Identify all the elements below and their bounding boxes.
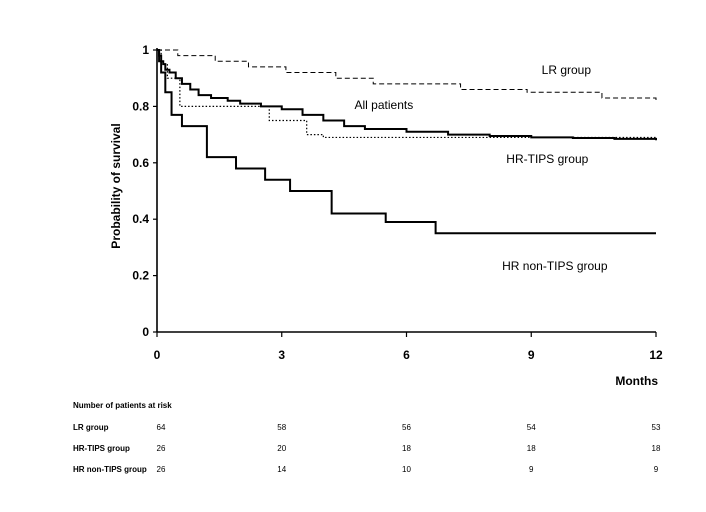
risk-row-label: HR non-TIPS group: [73, 465, 147, 474]
y-tick-label: 0: [142, 325, 149, 339]
risk-row-label: HR-TIPS group: [73, 444, 130, 453]
risk-cell: 56: [402, 423, 411, 432]
risk-cell: 58: [277, 423, 286, 432]
risk-cell: 9: [654, 465, 659, 474]
risk-cell: 64: [157, 423, 166, 432]
x-tick-label: 6: [403, 348, 410, 362]
risk-cell: 18: [527, 444, 536, 453]
series-line-hr-non-tips-group: [157, 49, 656, 235]
y-tick-label: 0.8: [132, 99, 149, 113]
risk-table-title: Number of patients at risk: [73, 401, 172, 410]
series-line-lr-group: [157, 49, 657, 101]
y-axis-label: Probability of survival: [109, 123, 123, 248]
axes: 0 0.2 0.4 0.6 0.8 1 0 3 6 9 12 Probability of survi…: [109, 43, 663, 388]
series-group: [157, 49, 657, 235]
x-tick-label: 3: [278, 348, 285, 362]
risk-cell: 54: [527, 423, 536, 432]
series-line-all-patients: [157, 49, 657, 141]
risk-cell: 9: [529, 465, 534, 474]
risk-cell: 14: [277, 465, 286, 474]
risk-row-label: LR group: [73, 423, 109, 432]
risk-cell: 20: [277, 444, 286, 453]
risk-cell: 26: [157, 465, 166, 474]
y-tick-label: 0.6: [132, 156, 149, 170]
risk-cell: 18: [402, 444, 411, 453]
y-tick-label: 0.2: [132, 269, 149, 283]
series-line-hr-tips-group: [157, 49, 656, 139]
risk-cell: 26: [157, 444, 166, 453]
y-tick-label: 1: [142, 43, 149, 57]
x-axis-label: Months: [615, 374, 658, 388]
series-label-all-patients: All patients: [355, 98, 414, 112]
series-label-lr-group: LR group: [542, 63, 592, 77]
y-tick-label: 0.4: [132, 212, 149, 226]
x-tick-label: 0: [154, 348, 161, 362]
risk-cell: 10: [402, 465, 411, 474]
x-tick-label: 12: [649, 348, 663, 362]
risk-cell: 53: [652, 423, 661, 432]
series-label-hr-tips-group: HR-TIPS group: [506, 152, 588, 166]
risk-cell: 18: [652, 444, 661, 453]
x-tick-label: 9: [528, 348, 535, 362]
series-label-hr-non-tips-group: HR non-TIPS group: [502, 259, 608, 273]
series-labels: LR group All patients HR-TIPS group HR non-…: [355, 63, 608, 273]
risk-table: Number of patients at risk LR group 64 58 56…: [73, 401, 661, 474]
